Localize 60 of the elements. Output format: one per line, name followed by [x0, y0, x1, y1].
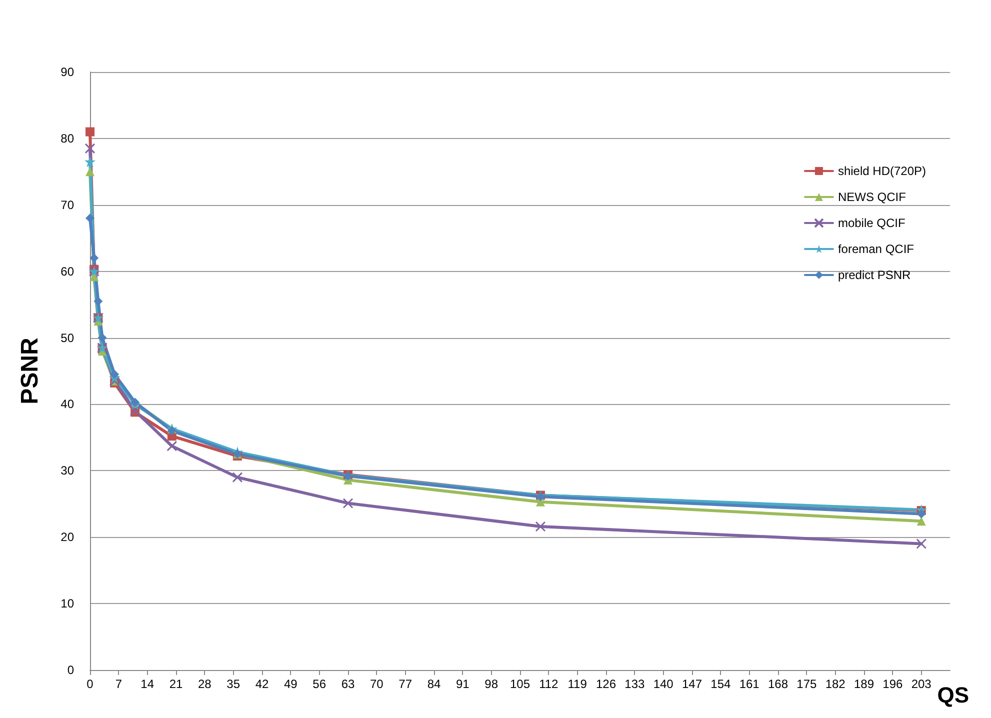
point: [166, 440, 178, 452]
y-tick-label: 40: [60, 397, 74, 412]
x-tick-label: 203: [911, 677, 932, 691]
x-tick-label: 119: [568, 677, 588, 691]
point: [84, 143, 96, 154]
legend-label: predict PSNR: [838, 268, 911, 282]
x-tick-label: 70: [370, 677, 384, 691]
x-tick-label: 63: [341, 677, 355, 691]
point: [232, 472, 243, 483]
y-tick-label: 70: [60, 198, 74, 212]
point: [98, 333, 107, 342]
y-tick-label: 90: [60, 65, 74, 79]
point: [86, 167, 94, 176]
y-tick-label: 60: [60, 264, 74, 278]
x-tick-label: 0: [86, 677, 94, 691]
y-tick-label: 50: [60, 330, 74, 345]
point: [535, 521, 546, 532]
x-tick-label: 28: [198, 677, 212, 691]
x-tick-label: 154: [710, 677, 731, 691]
point: [916, 516, 926, 526]
x-tick-label: 168: [768, 677, 788, 691]
x-tick-label: 77: [398, 677, 412, 691]
y-tick-label: 30: [60, 464, 74, 478]
legend-label: mobile QCIF: [838, 216, 906, 230]
point: [342, 498, 354, 508]
y-axis-title: PSNR: [16, 338, 44, 404]
x-tick-label: 14: [140, 677, 154, 691]
point: [110, 370, 120, 379]
y-tick-label: 0: [67, 663, 74, 677]
x-tick-label: 105: [510, 677, 530, 691]
y-tick-label: 80: [60, 131, 74, 146]
x-tick-label: 98: [484, 677, 498, 691]
point: [86, 127, 94, 136]
legend-label: NEWS QCIF: [838, 190, 906, 204]
x-tick-label: 175: [796, 677, 817, 691]
x-tick-label: 56: [312, 677, 326, 691]
x-tick-label: 133: [624, 677, 645, 691]
x-tick-label: 49: [284, 677, 298, 691]
x-tick-label: 182: [825, 677, 846, 691]
x-tick-label: 189: [854, 677, 874, 691]
legend-label: foreman QCIF: [838, 242, 914, 256]
point: [916, 509, 926, 518]
point: [84, 156, 96, 168]
x-axis-title: QS: [937, 682, 970, 708]
y-tick-label: 20: [60, 530, 74, 544]
x-tick-label: 7: [115, 677, 122, 691]
x-tick-label: 147: [682, 677, 702, 691]
y-tick-label: 10: [60, 596, 74, 611]
x-tick-label: 42: [255, 677, 269, 691]
x-tick-label: 21: [169, 677, 183, 691]
x-tick-label: 161: [739, 677, 760, 691]
x-tick-label: 140: [653, 677, 674, 691]
x-tick-label: 126: [596, 677, 616, 691]
x-tick-label: 112: [539, 677, 559, 691]
point: [916, 538, 927, 550]
x-tick-label: 84: [427, 677, 441, 691]
x-tick-label: 196: [882, 677, 903, 691]
legend-label: shield HD(720P): [838, 164, 926, 178]
x-tick-label: 91: [456, 677, 470, 691]
x-tick-label: 35: [226, 677, 240, 691]
